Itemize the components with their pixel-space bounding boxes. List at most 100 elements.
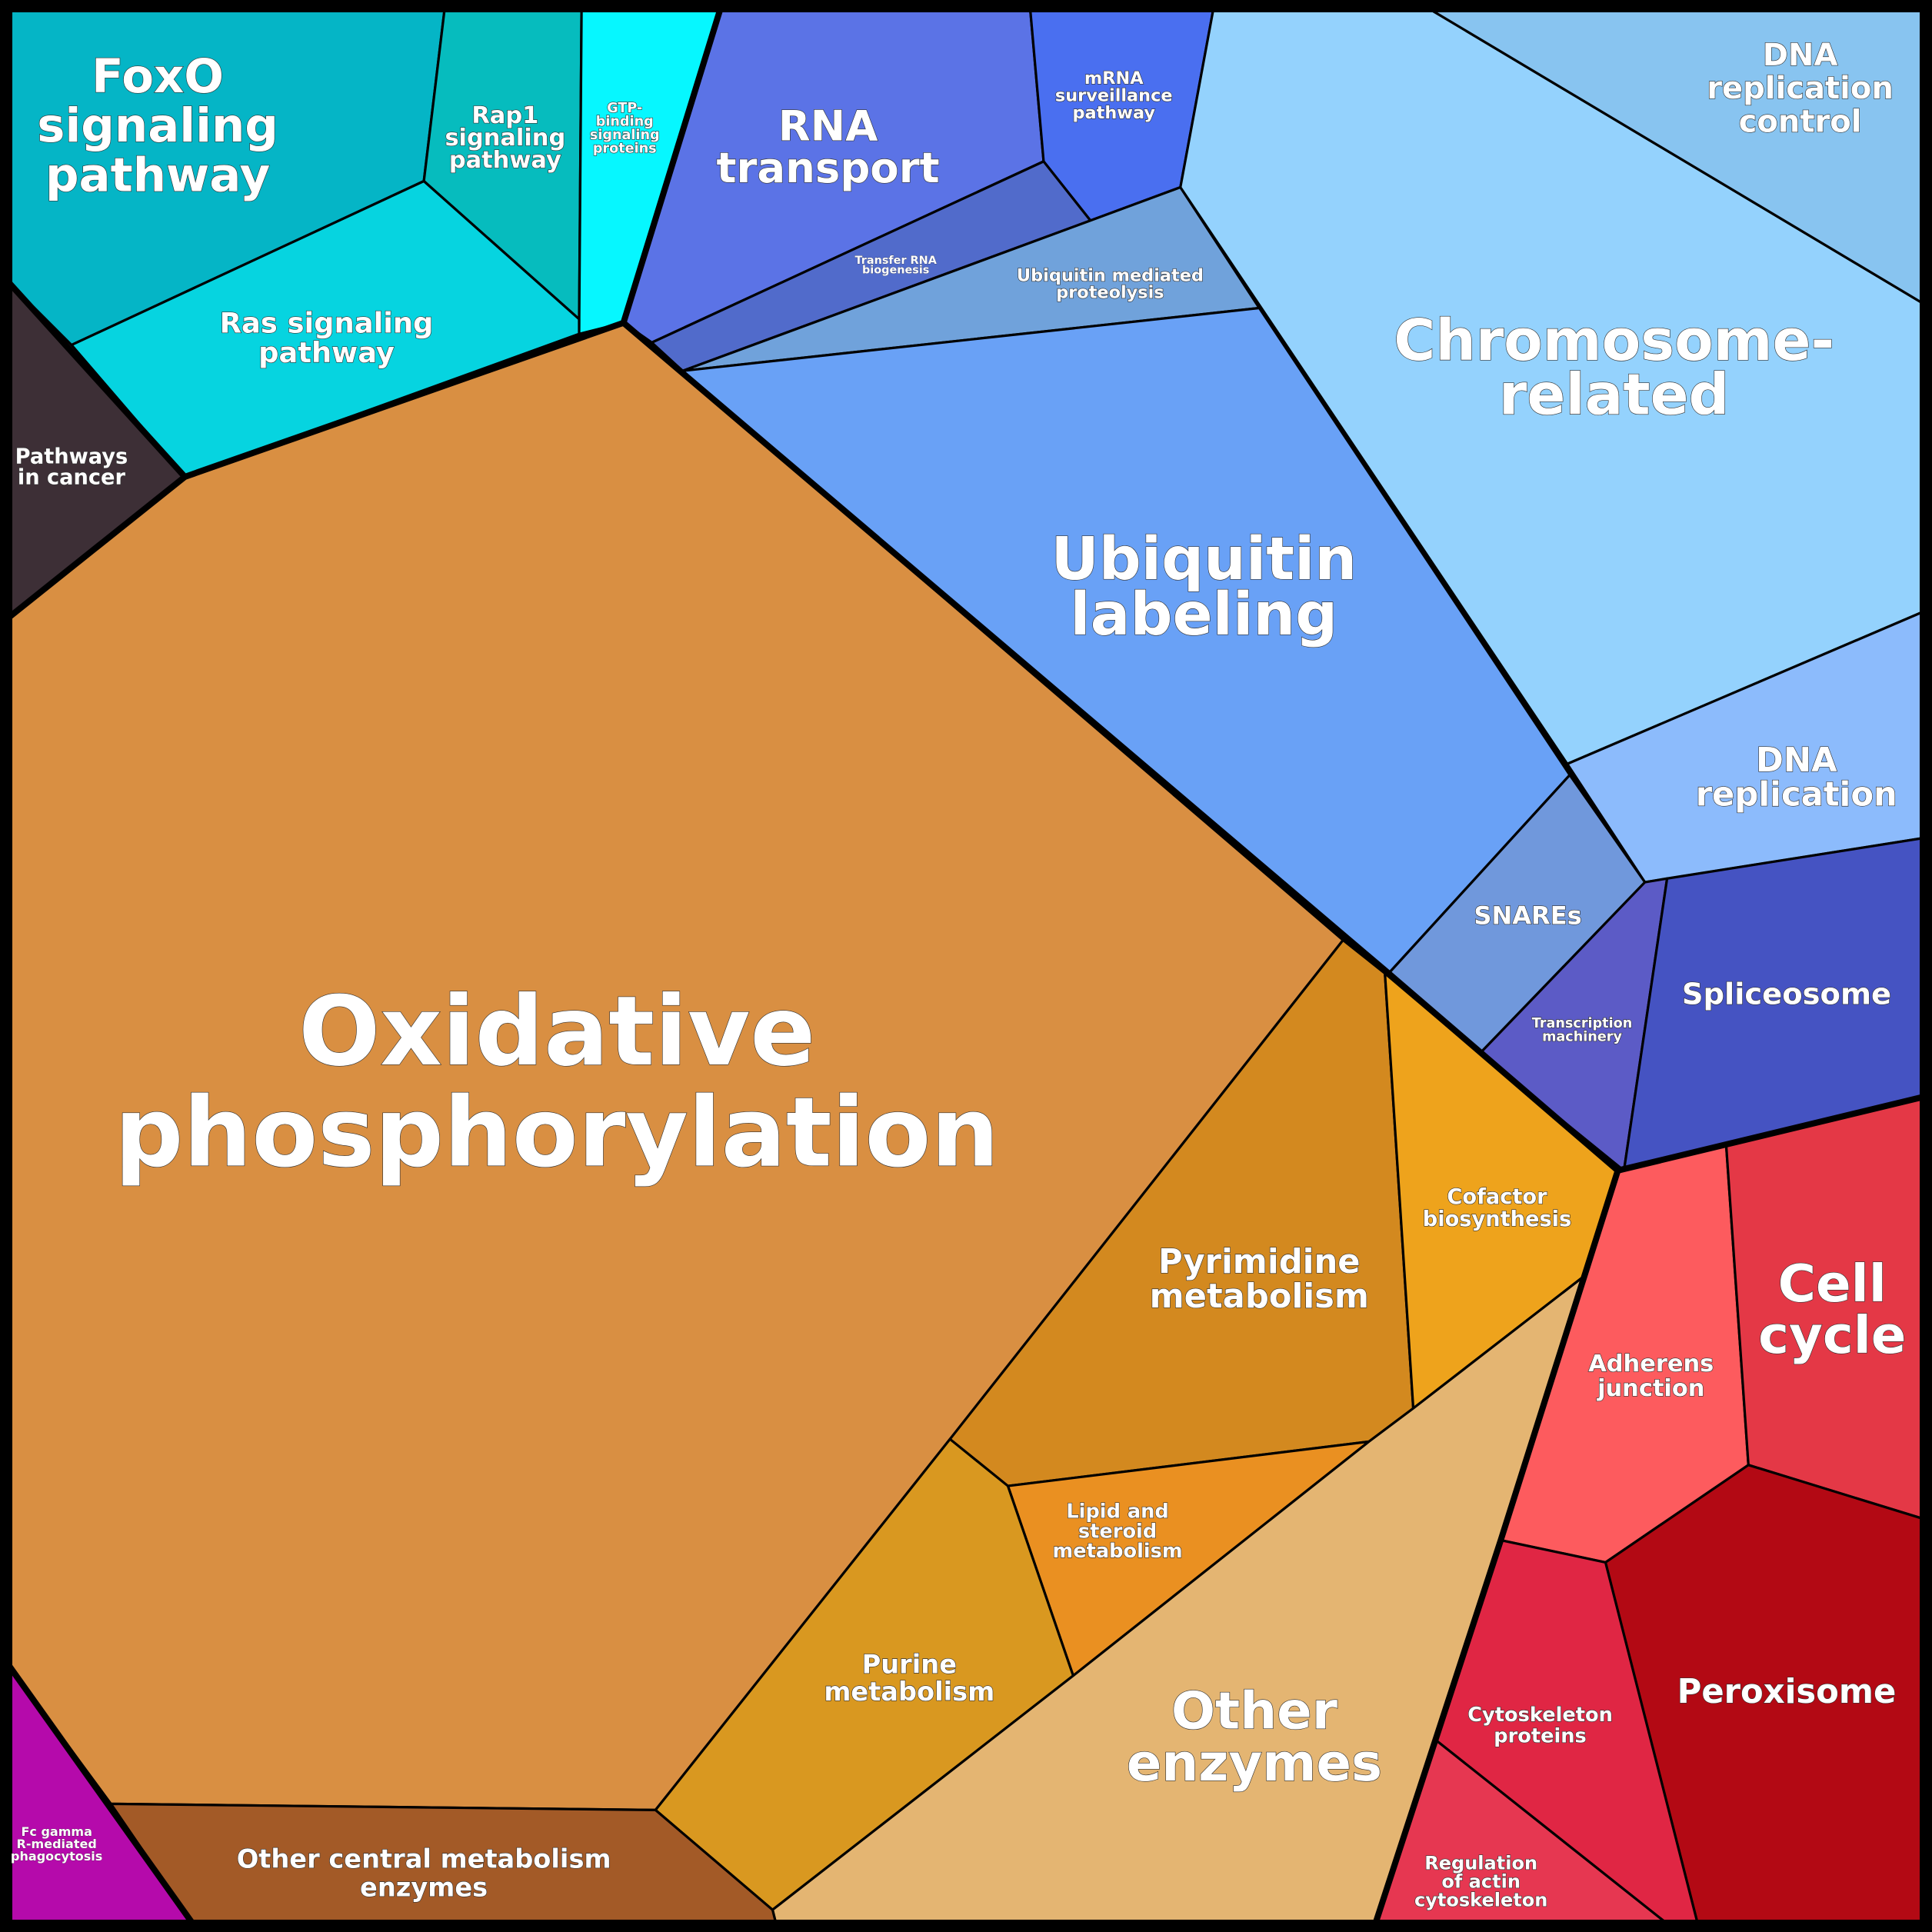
label-actin: Regulation of actin cytoskeleton bbox=[1414, 1852, 1547, 1910]
label-line: DNA bbox=[1756, 741, 1837, 780]
label-line: labeling bbox=[1070, 581, 1337, 649]
label-line: biogenesis bbox=[862, 265, 929, 277]
label-cofactor: Cofactor biosynthesis bbox=[1423, 1185, 1571, 1231]
label-line: RNA bbox=[778, 102, 878, 151]
label-line: Ubiquitin mediated bbox=[1017, 265, 1204, 285]
label-line: proteins bbox=[593, 142, 657, 157]
label-line: metabolism bbox=[1150, 1277, 1369, 1316]
label-transcription: Transcription machinery bbox=[1532, 1016, 1633, 1045]
label-line: Pyrimidine bbox=[1158, 1243, 1361, 1281]
label-foxo: FoxO signaling pathway bbox=[37, 49, 278, 202]
label-line: SNAREs bbox=[1474, 901, 1581, 931]
label-spliceosome: Spliceosome bbox=[1682, 978, 1891, 1012]
label-line: pathway bbox=[258, 336, 395, 369]
label-fc-gamma: Fc gamma R-mediated phagocytosis bbox=[11, 1824, 102, 1864]
label-line: enzymes bbox=[1127, 1733, 1382, 1793]
label-line: cycle bbox=[1758, 1305, 1906, 1365]
label-chromosome: Chromosome-related bbox=[1394, 308, 1834, 428]
label-line: enzymes bbox=[360, 1873, 488, 1903]
label-peroxisome: Peroxisome bbox=[1677, 1673, 1897, 1711]
label-line: control bbox=[1739, 104, 1862, 139]
label-pyrimidine: Pyrimidine metabolism bbox=[1150, 1243, 1369, 1316]
label-line: Other central metabolism bbox=[237, 1844, 611, 1874]
label-line: binding bbox=[596, 114, 654, 129]
label-line: Spliceosome bbox=[1682, 978, 1891, 1012]
label-line: Peroxisome bbox=[1677, 1673, 1897, 1711]
group-border-blue-orange bbox=[621, 320, 1926, 1174]
label-purine: Purine metabolism bbox=[824, 1650, 994, 1707]
label-dna-rep: DNA replication bbox=[1696, 741, 1897, 814]
label-line: FoxO bbox=[92, 49, 224, 104]
label-line: mRNA bbox=[1084, 68, 1144, 88]
label-line: signaling bbox=[37, 98, 278, 153]
label-line: Rap1 bbox=[471, 102, 538, 129]
label-line: proteins bbox=[1494, 1724, 1587, 1747]
label-lipid: Lipid and steroid metabolism bbox=[1053, 1501, 1183, 1563]
label-line: Regulation bbox=[1424, 1852, 1537, 1874]
label-line: Fc gamma bbox=[21, 1824, 92, 1839]
label-line: cytoskeleton bbox=[1414, 1889, 1547, 1910]
label-other-enzymes: Other enzymes bbox=[1127, 1681, 1382, 1793]
label-line: R-mediated bbox=[17, 1837, 97, 1851]
label-line: signaling bbox=[445, 125, 565, 152]
label-line: Adherens bbox=[1588, 1351, 1714, 1377]
label-line: Chromosome- bbox=[1394, 308, 1834, 374]
label-line: Cell bbox=[1778, 1254, 1887, 1314]
label-line: pathway bbox=[45, 148, 270, 202]
label-rap1: Rap1 signaling pathway bbox=[445, 102, 565, 174]
label-line: DNA bbox=[1763, 38, 1838, 73]
label-line: surveillance bbox=[1055, 85, 1173, 105]
label-line: phosphorylation bbox=[115, 1078, 999, 1189]
label-line: of actin bbox=[1441, 1870, 1521, 1892]
label-line: replication bbox=[1696, 776, 1897, 814]
label-line: Cytoskeleton bbox=[1467, 1704, 1613, 1727]
group-border-cyan bbox=[5, 6, 724, 480]
label-ubq-prot: Ubiquitin mediated proteolysis bbox=[1017, 265, 1204, 302]
label-line: Pathways bbox=[15, 445, 128, 468]
label-gtp: GTP-binding signaling proteins bbox=[590, 101, 660, 157]
label-dna-rep-ctrl: DNA replication control bbox=[1707, 38, 1894, 140]
label-cell-cycle: Cell cycle bbox=[1758, 1254, 1906, 1365]
label-line: Transfer RNA bbox=[855, 255, 938, 267]
label-mrna: mRNA surveillance pathway bbox=[1055, 68, 1173, 123]
label-rna-transport: RNA transport bbox=[717, 102, 940, 192]
label-line: Ras signaling bbox=[220, 307, 434, 340]
label-line: metabolism bbox=[824, 1677, 994, 1707]
label-line: steroid bbox=[1078, 1520, 1157, 1543]
label-line: Transcription bbox=[1532, 1016, 1633, 1031]
label-ras: Ras signaling pathway bbox=[220, 307, 434, 369]
label-line: replication bbox=[1707, 71, 1894, 106]
label-cancer: Pathways in cancer bbox=[15, 445, 128, 489]
label-line: related bbox=[1499, 362, 1729, 428]
label-ubq-label: Ubiquitin labeling bbox=[1051, 525, 1357, 649]
label-line: junction bbox=[1596, 1375, 1704, 1402]
label-line: Cofactor bbox=[1447, 1185, 1547, 1209]
group-border-red bbox=[1372, 1169, 1621, 1926]
label-line: Other bbox=[1171, 1681, 1337, 1741]
label-line: transport bbox=[717, 143, 940, 192]
label-oxphos: Oxidative phosphorylation bbox=[115, 976, 999, 1188]
label-line: machinery bbox=[1542, 1030, 1622, 1045]
label-line: Lipid and bbox=[1066, 1501, 1168, 1524]
label-line: Ubiquitin bbox=[1051, 525, 1357, 594]
label-line: phagocytosis bbox=[11, 1849, 102, 1864]
label-adherens: Adherens junction bbox=[1588, 1351, 1714, 1402]
label-line: pathway bbox=[449, 147, 561, 174]
label-line: Purine bbox=[862, 1650, 957, 1680]
label-line: in cancer bbox=[18, 466, 126, 490]
label-line: pathway bbox=[1072, 103, 1155, 123]
group-border-fc bbox=[5, 1661, 196, 1927]
group-border-cancer bbox=[5, 474, 187, 621]
label-other-central: Other central metabolism enzymes bbox=[237, 1844, 611, 1903]
label-line: proteolysis bbox=[1056, 283, 1164, 303]
label-line: metabolism bbox=[1053, 1540, 1183, 1563]
label-line: GTP- bbox=[607, 101, 642, 116]
label-snares: SNAREs bbox=[1474, 901, 1581, 931]
label-trna: Transfer RNA biogenesis bbox=[855, 255, 938, 277]
label-line: biosynthesis bbox=[1423, 1208, 1571, 1231]
label-cytoskeleton: Cytoskeleton proteins bbox=[1467, 1704, 1613, 1747]
label-line: signaling bbox=[590, 128, 660, 143]
label-line: Oxidative bbox=[298, 976, 815, 1088]
